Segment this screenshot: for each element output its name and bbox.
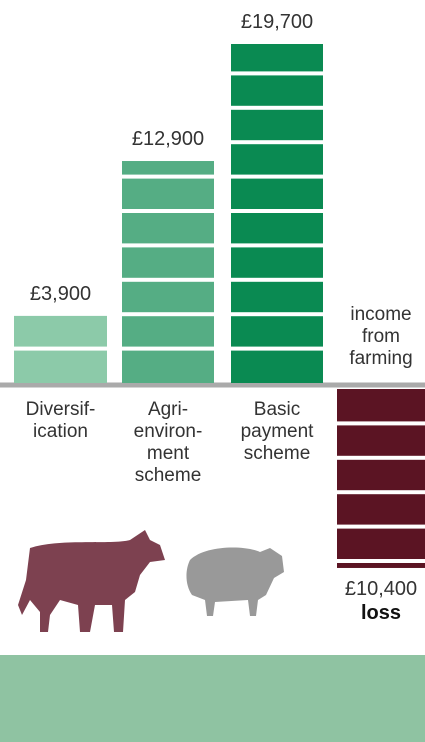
footer (0, 655, 425, 742)
block-gap (231, 105, 323, 110)
block-gap (337, 490, 425, 495)
block-gap (122, 209, 214, 213)
block-gap (122, 346, 214, 351)
block-gap (231, 140, 323, 145)
block-gap (231, 174, 323, 179)
value-label: £3,900 (29, 282, 92, 305)
category-label: Basic payment scheme (240, 399, 314, 464)
block-gap (122, 174, 214, 179)
cow (18, 530, 165, 632)
block-gap (231, 71, 323, 76)
block-gap (231, 312, 323, 317)
annotation: loss (360, 601, 402, 624)
block-gap (122, 312, 214, 317)
block-gap (231, 277, 323, 282)
block-gap (337, 455, 425, 460)
sheep (186, 547, 284, 616)
block-gap (231, 243, 323, 248)
bar (122, 161, 214, 383)
bar (337, 389, 425, 568)
block-gap (337, 421, 425, 426)
block-gap (14, 346, 107, 351)
block-gap (337, 524, 425, 529)
value-label: £12,900 (131, 128, 205, 150)
value-label: £10,400 (344, 577, 418, 600)
block-gap (231, 209, 323, 213)
block-gap (122, 277, 214, 282)
category-label: Agri- environ- ment scheme (133, 399, 203, 486)
category-label: Diversif- ication (25, 399, 96, 442)
value-label: £19,700 (240, 11, 314, 33)
block-gap (231, 346, 323, 351)
category-label: income from farming (349, 304, 413, 369)
block-gap (122, 243, 214, 248)
block-gap (337, 559, 425, 563)
bar (231, 44, 323, 383)
